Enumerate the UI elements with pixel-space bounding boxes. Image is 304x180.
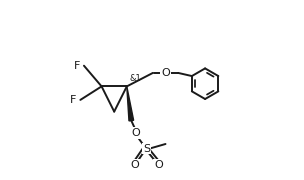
Text: F: F <box>74 61 80 71</box>
Text: O: O <box>130 160 139 170</box>
Polygon shape <box>127 86 134 121</box>
Text: O: O <box>131 128 140 138</box>
Text: F: F <box>70 95 76 105</box>
Text: O: O <box>154 160 163 170</box>
Text: O: O <box>161 68 170 78</box>
Text: &1: &1 <box>130 74 141 83</box>
Text: S: S <box>143 143 150 154</box>
